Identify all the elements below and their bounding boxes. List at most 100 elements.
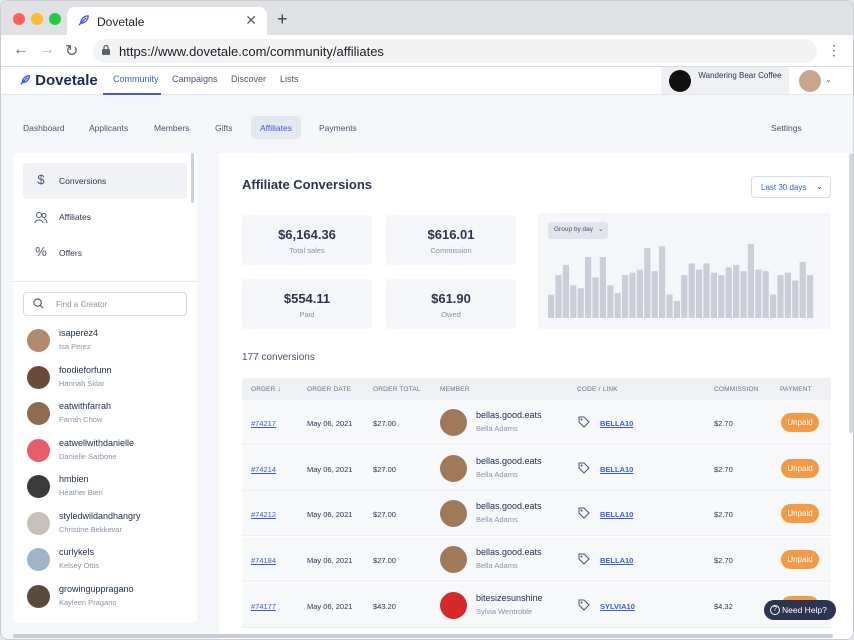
creator-name: Isa Perez <box>59 342 91 351</box>
sidebar-item-offers[interactable]: % Offers <box>23 235 187 271</box>
chart-bar[interactable] <box>762 271 769 318</box>
stat-paid: $554.11 Paid <box>242 279 372 329</box>
chart-bar[interactable] <box>622 275 629 318</box>
code-link[interactable]: BELLA10 <box>600 419 634 428</box>
chart-bar[interactable] <box>666 294 673 318</box>
chart-bar[interactable] <box>577 288 584 318</box>
horizontal-scrollbar[interactable] <box>13 634 833 638</box>
chart-bar[interactable] <box>636 269 643 318</box>
chevron-down-icon[interactable]: ⌄ <box>825 75 832 84</box>
chart-bar[interactable] <box>777 275 784 318</box>
subnav-dashboard[interactable]: Dashboard <box>23 123 65 133</box>
back-icon[interactable]: ← <box>13 41 29 58</box>
lock-icon <box>102 44 110 55</box>
chart-bar[interactable] <box>599 257 606 318</box>
payment-status-badge[interactable]: Unpaid <box>781 413 819 432</box>
date-range-select[interactable]: Last 30 days ⌄ <box>751 176 831 198</box>
code-link[interactable]: BELLA10 <box>600 464 634 474</box>
chart-bar[interactable] <box>592 277 599 318</box>
order-link[interactable]: #74177 <box>251 601 277 611</box>
chart-bar[interactable] <box>659 246 666 318</box>
payment-status-badge[interactable]: Unpaid <box>781 550 819 570</box>
reload-icon[interactable]: ↻ <box>65 43 79 60</box>
creator-list-item[interactable]: styledwildandhangry Christine Bekkevar <box>25 509 193 539</box>
new-tab-icon[interactable]: + <box>277 9 288 29</box>
subnav-payments[interactable]: Payments <box>319 123 357 133</box>
chart-bar[interactable] <box>725 267 732 318</box>
close-window-button[interactable] <box>13 13 25 25</box>
chart-bar[interactable] <box>555 275 562 318</box>
need-help-button[interactable]: ? Need Help? <box>764 600 836 620</box>
chart-bar[interactable] <box>681 275 688 318</box>
close-tab-icon[interactable]: ✕ <box>245 12 257 28</box>
chart-bar[interactable] <box>747 243 754 318</box>
payment-status-badge[interactable]: Unpaid <box>781 458 819 478</box>
order-link[interactable]: #74184 <box>251 556 277 566</box>
chart-bar[interactable] <box>696 269 703 318</box>
creator-list-item[interactable]: curlykels Kelsey Ottis <box>25 545 193 575</box>
chart-bar[interactable] <box>651 271 658 318</box>
chart-bar[interactable] <box>710 272 717 318</box>
creator-list-item[interactable]: isaperez4 Isa Perez <box>25 326 193 356</box>
col-order[interactable]: ORDER ↓ <box>251 386 281 393</box>
chart-bar[interactable] <box>755 269 762 318</box>
chart-bar[interactable] <box>770 294 777 318</box>
subnav-applicants[interactable]: Applicants <box>89 123 129 133</box>
forward-icon[interactable]: → <box>39 41 55 58</box>
creator-list-item[interactable]: hmbien Heather Bien <box>25 472 193 502</box>
payment-status-badge[interactable]: Unpaid <box>781 504 819 524</box>
commission-value: $2.70 <box>714 464 733 474</box>
sidebar-item-conversions[interactable]: $ Conversions <box>23 163 187 199</box>
order-link[interactable]: #74214 <box>251 464 277 474</box>
chart-bar[interactable] <box>607 285 614 318</box>
nav-discover[interactable]: Discover <box>231 74 267 84</box>
chart-bar[interactable] <box>792 280 799 318</box>
chart-bar[interactable] <box>673 300 680 318</box>
minimize-window-button[interactable] <box>31 13 43 25</box>
order-link[interactable]: #74212 <box>251 510 277 520</box>
sidebar-item-affiliates[interactable]: Affiliates <box>23 199 187 235</box>
creator-list-item[interactable]: eatwellwithdanielle Danielle Sarbone <box>25 436 193 466</box>
chart-bar[interactable] <box>733 264 740 318</box>
user-avatar[interactable] <box>799 70 821 92</box>
creator-list-item[interactable]: growinguppragano Kayleen Pragano <box>25 582 193 612</box>
chart-bar[interactable] <box>807 275 814 318</box>
order-link[interactable]: #74217 <box>251 419 277 428</box>
code-link[interactable]: BELLA10 <box>600 556 634 566</box>
subnav-affiliates[interactable]: Affiliates <box>260 123 292 133</box>
code-link[interactable]: SYLVIA10 <box>600 601 635 611</box>
browser-menu-icon[interactable]: ⋮ <box>827 42 841 58</box>
group-by-select[interactable]: Group by day ⌄ <box>548 222 608 239</box>
chart-bar[interactable] <box>688 263 695 318</box>
main-scrollbar[interactable] <box>849 153 853 433</box>
code-link[interactable]: BELLA10 <box>600 510 634 520</box>
chart-bar[interactable] <box>703 263 710 318</box>
chart-bar[interactable] <box>548 294 555 318</box>
subnav-gifts[interactable]: Gifts <box>215 123 233 133</box>
subnav-settings[interactable]: Settings <box>771 123 802 133</box>
dovetale-logo[interactable]: Dovetale <box>19 72 98 89</box>
maximize-window-button[interactable] <box>49 13 61 25</box>
sidebar-scrollbar[interactable] <box>191 153 194 203</box>
chart-bar[interactable] <box>784 272 791 318</box>
chart-bar[interactable] <box>629 272 636 318</box>
creator-search-input[interactable]: Find a Creator <box>23 292 187 316</box>
chart-bar[interactable] <box>614 293 621 318</box>
chart-bar[interactable] <box>562 264 569 318</box>
nav-lists[interactable]: Lists <box>280 74 299 84</box>
subnav-members[interactable]: Members <box>154 123 190 133</box>
creator-list-item[interactable]: foodieforfunn Hannah Sklar <box>25 363 193 393</box>
nav-campaigns[interactable]: Campaigns <box>172 74 218 84</box>
chart-bar[interactable] <box>799 261 806 318</box>
browser-tab[interactable]: Dovetale ✕ <box>67 7 267 35</box>
chart-bar[interactable] <box>740 271 747 318</box>
chart-bar[interactable] <box>644 247 651 318</box>
brand-switcher[interactable]: Wandering Bear Coffee <box>661 67 789 94</box>
url-input[interactable]: https://www.dovetale.com/community/affil… <box>93 39 817 63</box>
chart-bar[interactable] <box>718 275 725 318</box>
creator-avatar <box>27 584 50 608</box>
chart-bar[interactable] <box>570 285 577 318</box>
nav-community[interactable]: Community <box>113 74 159 84</box>
chart-bar[interactable] <box>585 257 592 318</box>
creator-list-item[interactable]: eatwithfarrah Farrah Chow <box>25 399 193 429</box>
